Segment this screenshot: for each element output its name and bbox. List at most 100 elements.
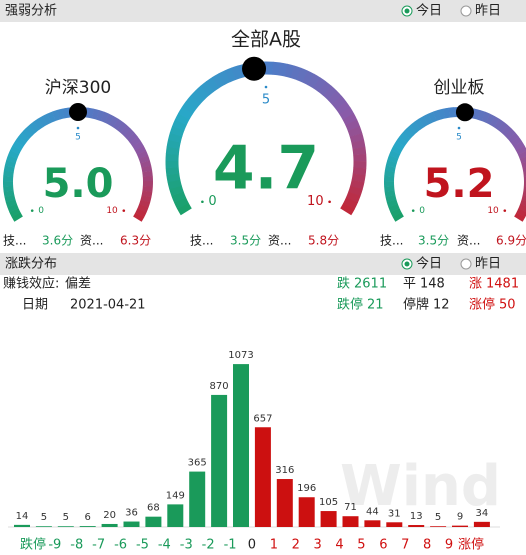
gauge-arc: [489, 116, 500, 128]
gauge-arc: [414, 118, 425, 130]
gauge-arc: [33, 118, 44, 130]
scale-dot: [503, 209, 507, 212]
data-label: 365: [188, 458, 207, 469]
gauge-arc: [516, 208, 526, 218]
gauge-knob: [242, 56, 267, 81]
x-tick-label: 4: [335, 538, 343, 553]
gauge-arc: [432, 109, 442, 122]
gauge-arc: [171, 191, 187, 203]
gauge-knob: [455, 103, 474, 122]
x-tick-label: -6: [114, 538, 127, 553]
data-label: 44: [366, 506, 379, 517]
radio[interactable]: [460, 5, 472, 17]
gauge-arc: [504, 128, 516, 140]
gauge-arc: [62, 107, 70, 119]
gauge-arc: [384, 170, 395, 177]
tech-score: 3.5分: [418, 234, 449, 248]
gauge-arc: [507, 132, 519, 143]
option[interactable]: 昨日: [475, 4, 501, 19]
x-tick-label: 9: [445, 538, 453, 553]
gauge-arc: [4, 160, 16, 168]
gauge-knob: [69, 103, 87, 121]
effect-label: 赚钱效应:: [3, 276, 59, 292]
gauge-arc: [100, 111, 110, 123]
stat-label: 涨停: [469, 297, 495, 313]
scale-label: 0: [208, 194, 216, 209]
scale-label: 5: [75, 133, 81, 143]
gauge-arc: [185, 95, 201, 110]
scale-label: 0: [38, 206, 44, 216]
gauge-arc: [448, 107, 455, 118]
gauge-arc: [56, 108, 65, 120]
panel-title: 强弱分析: [5, 4, 57, 19]
stat-label: 跌: [337, 276, 350, 292]
radio-dot: [404, 261, 410, 267]
radio-dot: [404, 8, 410, 14]
gauge-arc: [350, 179, 365, 190]
gauge-arc: [3, 165, 15, 173]
effect-value: 偏差: [65, 277, 91, 292]
gauge-arc: [224, 67, 236, 83]
gauge-arc: [485, 113, 495, 125]
scale-label: 0: [419, 206, 425, 216]
gauge-arc: [396, 136, 408, 147]
gauge-arc: [349, 132, 365, 144]
gauge-arc: [211, 73, 225, 89]
gauge-arc: [302, 70, 315, 86]
gauge-arc: [133, 212, 145, 222]
gauge-arc: [345, 119, 361, 132]
fund-score: 6.3分: [120, 234, 151, 248]
scale-dot: [264, 85, 268, 89]
stat-label: 平: [403, 277, 416, 292]
gauge-arc: [351, 173, 366, 183]
gauge-value: 5.2: [424, 161, 495, 207]
radio[interactable]: [460, 258, 472, 270]
gauge-arc: [29, 121, 40, 133]
data-label: 870: [210, 381, 229, 392]
gauge-arc: [178, 106, 193, 120]
gauge-arc: [141, 190, 153, 198]
gauge-arc: [443, 107, 451, 119]
date-label: 日期: [22, 298, 48, 313]
bar: [342, 516, 359, 527]
data-label: 5: [435, 512, 441, 523]
x-tick-label: 跌停: [20, 537, 46, 553]
gauge-arc: [351, 139, 366, 150]
gauge-arc: [278, 62, 288, 77]
gauge-arc: [195, 85, 210, 100]
option[interactable]: 昨日: [475, 257, 501, 272]
gauge-arc: [352, 146, 367, 156]
gauge-arc: [6, 155, 18, 164]
scale-dot: [457, 126, 461, 130]
fund-score: 6.9分: [496, 234, 526, 248]
gauge-arc: [481, 111, 491, 123]
gauge-arc: [169, 185, 184, 197]
gauge-arc: [169, 125, 185, 137]
data-label: 5: [63, 512, 69, 523]
gauge-arc: [313, 77, 327, 92]
gauge-arc: [108, 116, 119, 128]
gauge-arc: [231, 65, 242, 80]
gauge-arc: [218, 70, 231, 86]
gauge-arc: [327, 90, 342, 105]
bar: [35, 526, 52, 527]
bar: [145, 516, 162, 527]
data-label: 149: [166, 490, 185, 501]
x-tick-label: -9: [48, 538, 61, 553]
gauge-arc: [167, 132, 183, 143]
option[interactable]: 今日: [416, 3, 442, 19]
gauge-arc: [423, 113, 433, 125]
gauge-arc: [472, 108, 481, 120]
stat-label: 涨: [469, 277, 482, 292]
stat-value: 50: [499, 298, 516, 313]
tech-score: 3.5分: [230, 234, 261, 248]
data-label: 9: [457, 512, 463, 523]
option[interactable]: 今日: [416, 256, 442, 272]
gauge-arc: [129, 136, 141, 147]
gauge-arc: [11, 212, 23, 222]
bar: [211, 394, 228, 527]
scale-label: 10: [307, 194, 324, 209]
gauge-arc: [348, 185, 363, 197]
gauge-arc: [296, 67, 308, 83]
gauge-arc: [510, 136, 522, 147]
